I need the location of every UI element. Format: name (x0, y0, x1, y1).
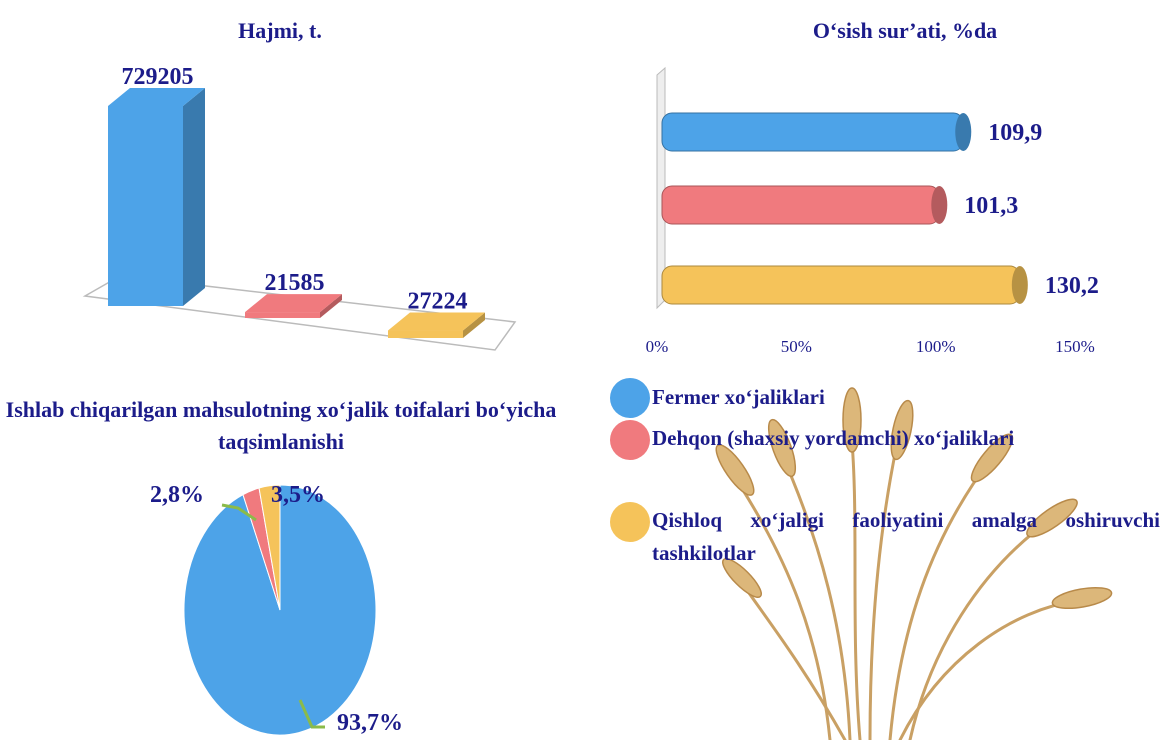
bar-side (183, 88, 205, 306)
bar-end (931, 186, 948, 224)
legend-marker (610, 502, 650, 542)
legend-label: Dehqon (shaxsiy yordamchi) xo‘jaliklari (652, 426, 1015, 450)
bar-chart-title: Hajmi, t. (238, 18, 322, 43)
x-tick-label: 150% (1055, 337, 1095, 356)
data-label: 27224 (408, 289, 468, 315)
data-label: 729205 (122, 64, 194, 90)
bar (245, 312, 320, 318)
hbar-chart-title: O‘sish sur’ati, %da (813, 18, 997, 43)
data-label: 2,8% (150, 482, 204, 508)
bar-top (245, 294, 342, 313)
bar-side (320, 294, 342, 318)
bar (108, 106, 183, 306)
data-label: 101,3 (964, 193, 1018, 219)
leader-line (298, 699, 325, 729)
bar-top (108, 88, 205, 106)
legend-marker (610, 378, 650, 418)
bar-end (955, 113, 972, 151)
leader-line (221, 503, 257, 522)
legend-label: Fermer xo‘jaliklari (652, 385, 825, 409)
pie-slice (258, 484, 281, 611)
bar (661, 112, 964, 152)
x-tick-label: 100% (916, 337, 956, 356)
bar-side (463, 312, 485, 338)
wheat-image (715, 387, 1113, 740)
pie-title: Ishlab chiqarilgan mahsulotning xo‘jalik… (5, 397, 557, 454)
data-label: 93,7% (337, 710, 403, 736)
legend-label: Qishloq xo‘jaligi faoliyatini amalga osh… (652, 508, 1160, 565)
x-tick-label: 0% (646, 337, 669, 356)
bar (661, 185, 940, 225)
legend-marker (610, 420, 650, 460)
data-label: 109,9 (988, 120, 1042, 146)
data-label: 3,5% (271, 482, 325, 508)
data-label: 21585 (265, 270, 325, 296)
bar (388, 330, 463, 338)
bar-top (388, 312, 485, 331)
data-label: 130,2 (1045, 273, 1099, 299)
bar (661, 265, 1021, 305)
x-tick-label: 50% (781, 337, 812, 356)
bar-end (1011, 266, 1028, 304)
